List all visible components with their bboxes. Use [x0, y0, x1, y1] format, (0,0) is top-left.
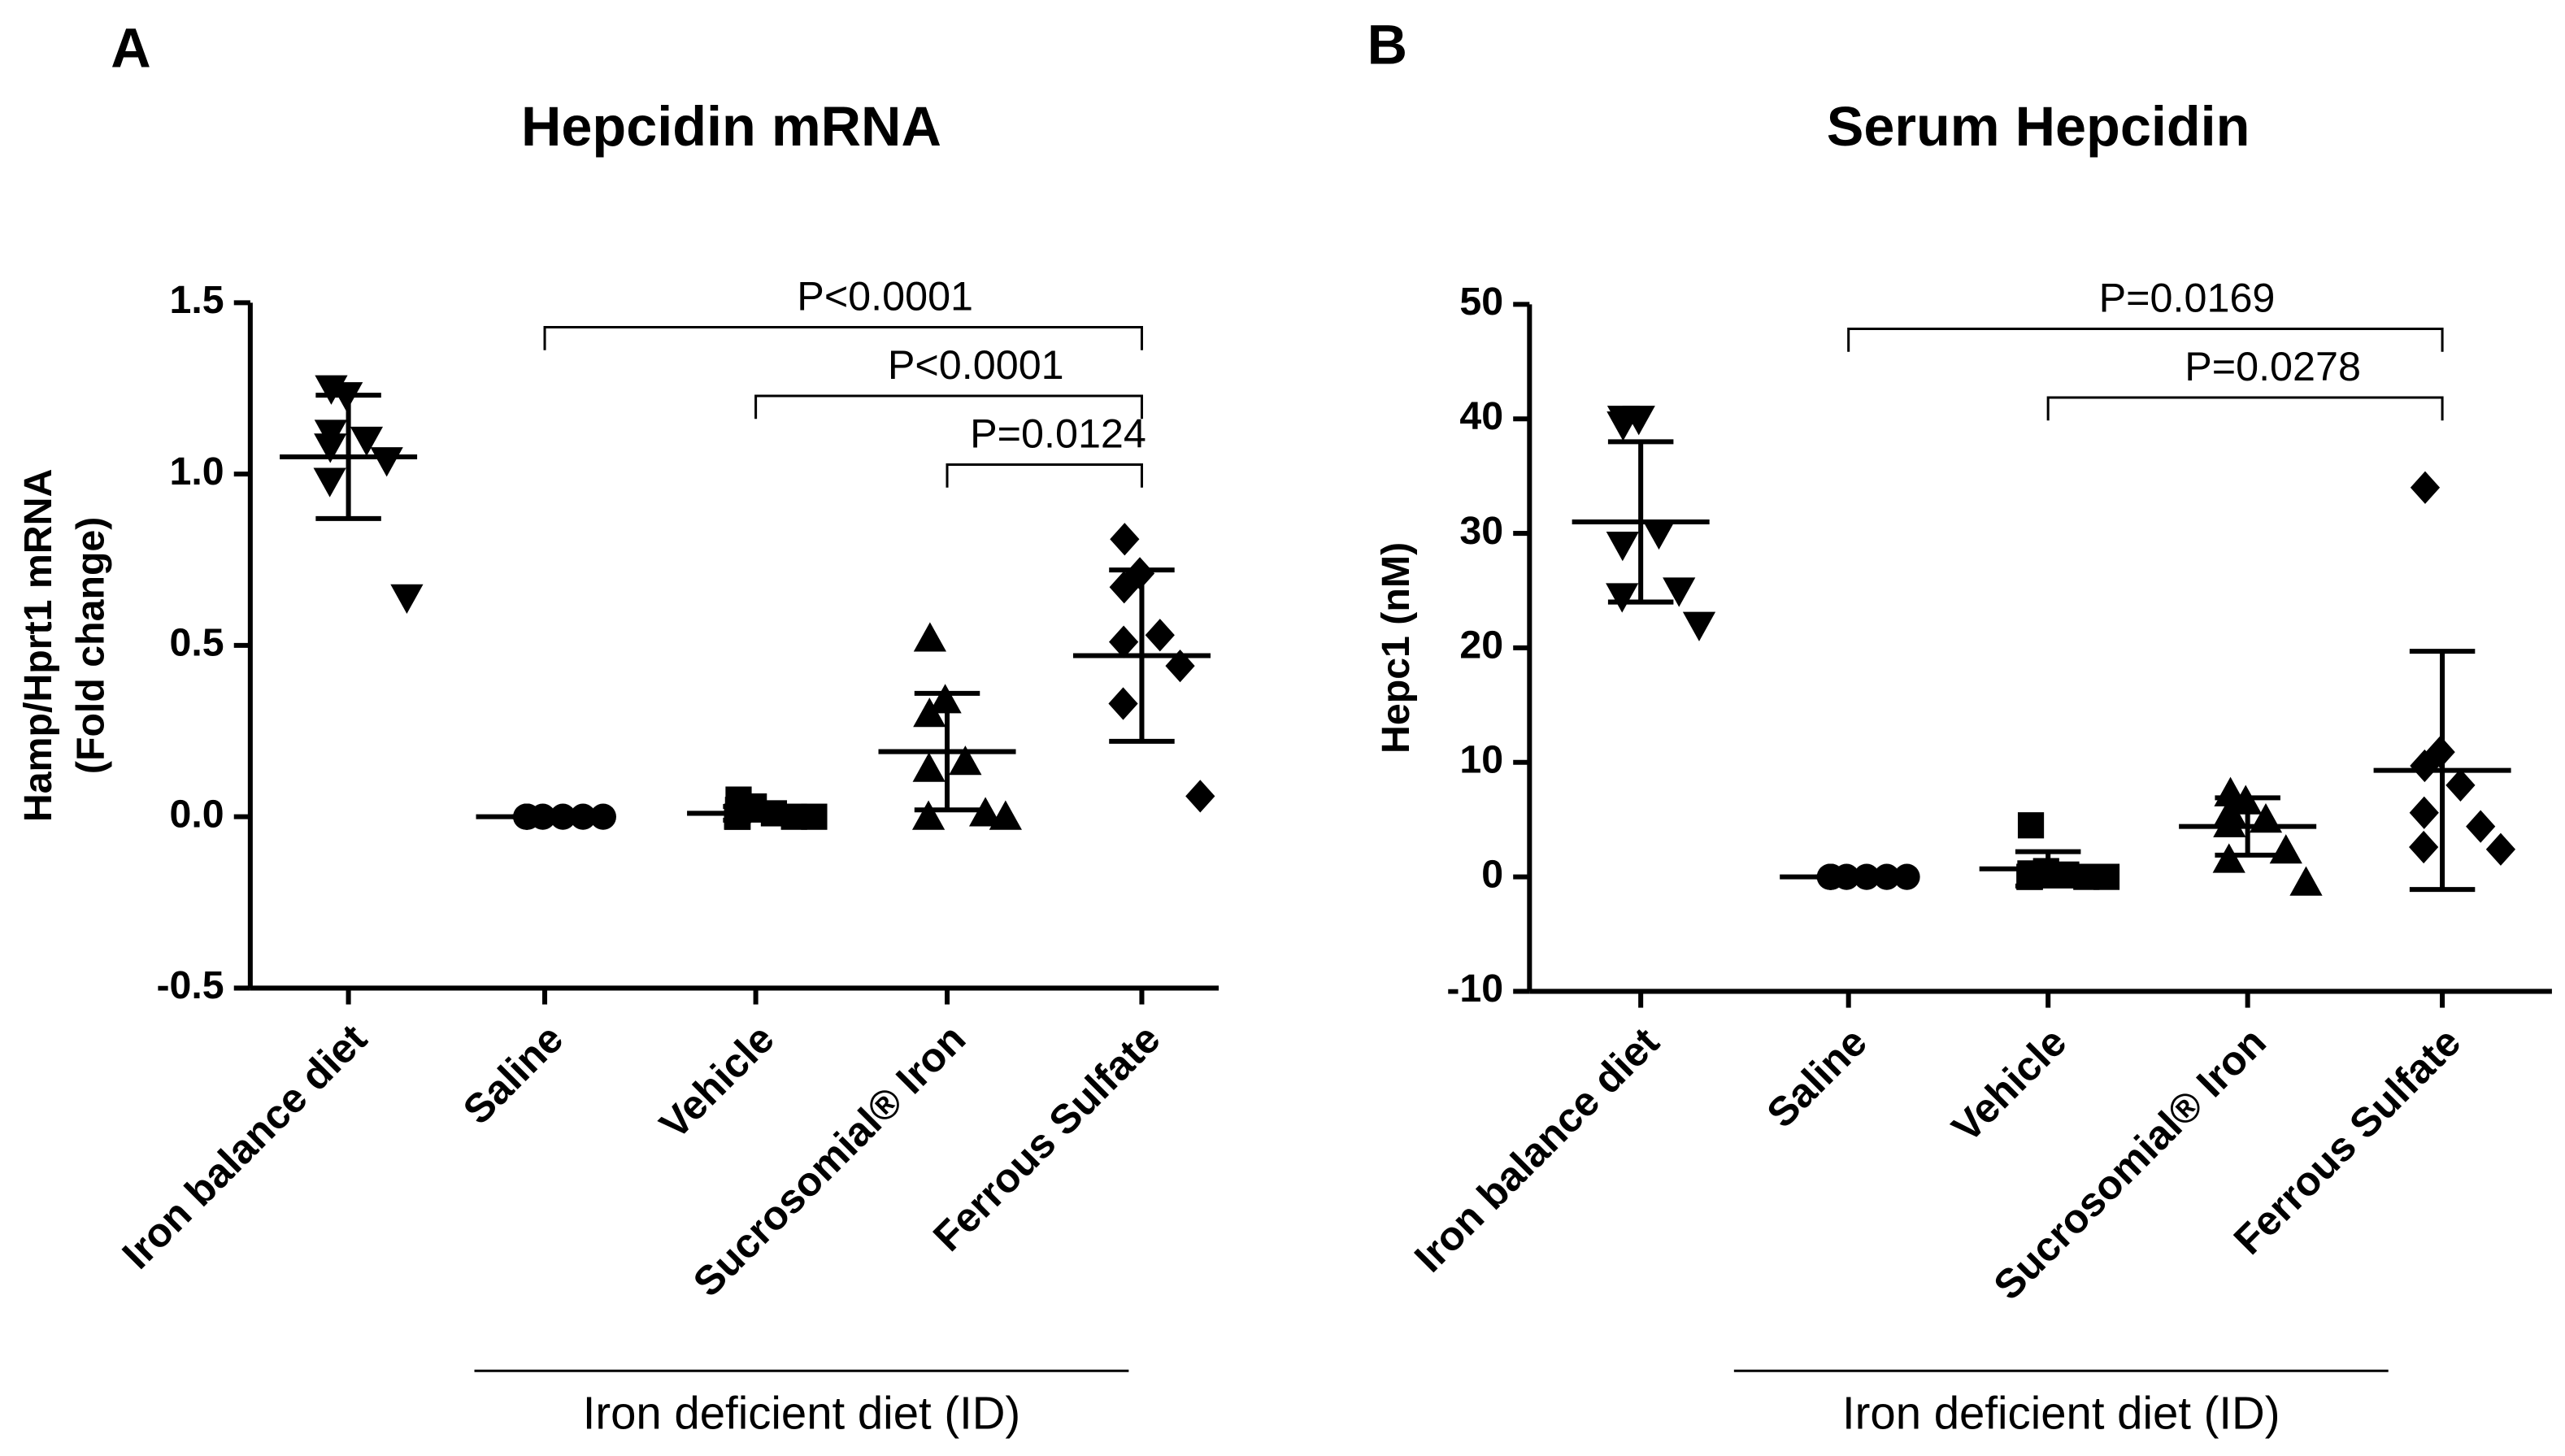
data-point — [2485, 832, 2516, 866]
y-axis-label: Hamp/Hprt1 mRNA — [16, 469, 60, 823]
error-bar — [1607, 439, 1674, 605]
data-point — [989, 800, 1022, 830]
data-point — [2445, 768, 2476, 802]
significance-bracket — [2046, 396, 2444, 421]
group-label: Iron deficient diet (ID) — [583, 1387, 1020, 1438]
error-bar — [2015, 849, 2081, 889]
data-point — [1185, 780, 1215, 813]
error-bar — [1109, 567, 1175, 744]
y-tick-label: 10 — [1459, 738, 1503, 782]
p-value: P<0.0001 — [888, 341, 1064, 388]
data-point — [350, 426, 384, 457]
data-point — [1606, 532, 1639, 562]
significance-bracket — [754, 394, 1143, 419]
x-tick-label: Iron balance diet — [1405, 1018, 1667, 1280]
data-point — [2289, 866, 2323, 896]
y-tick-label: 0.0 — [170, 792, 224, 836]
y-axis-label: (Fold change) — [68, 517, 112, 775]
p-value: P<0.0001 — [797, 273, 973, 319]
error-bar — [2409, 649, 2476, 893]
data-point — [2466, 810, 2496, 843]
y-tick-label: 1.5 — [170, 278, 224, 322]
p-value: P=0.0169 — [2099, 275, 2276, 321]
data-point — [2410, 471, 2441, 504]
chart-title: Hepcidin mRNA — [521, 96, 941, 158]
x-tick-label: Iron balance diet — [113, 1015, 376, 1277]
significance-bracket — [1847, 328, 2444, 352]
significance-bracket — [543, 326, 1143, 350]
data-point — [2410, 749, 2440, 783]
data-point — [1642, 519, 1676, 550]
error-bar — [723, 803, 789, 823]
error-bar — [2215, 795, 2280, 858]
data-point — [1145, 619, 1175, 652]
data-point — [2269, 834, 2302, 864]
data-point — [949, 745, 982, 776]
data-point — [1108, 687, 1138, 720]
chart-title: Serum Hepcidin — [1827, 96, 2250, 158]
data-point — [968, 797, 1002, 827]
data-point — [390, 584, 424, 614]
y-tick-label: 0 — [1481, 852, 1503, 896]
y-tick-label: 30 — [1459, 509, 1503, 553]
data-point — [1606, 583, 1639, 613]
significance-bracket — [946, 463, 1143, 488]
y-tick-label: -10 — [1446, 967, 1503, 1011]
x-tick-label: Saline — [454, 1015, 572, 1133]
data-point — [1109, 625, 1139, 658]
panel-label: B — [1367, 15, 1407, 76]
x-tick-label: Saline — [1758, 1019, 1876, 1137]
p-value: P=0.0278 — [2185, 343, 2361, 389]
data-point — [913, 622, 947, 652]
data-point — [313, 467, 346, 498]
group-label: Iron deficient diet (ID) — [1842, 1387, 2280, 1438]
data-point — [2017, 812, 2045, 839]
p-value: P=0.0124 — [970, 411, 1146, 457]
data-point — [2409, 830, 2439, 864]
error-bar — [315, 393, 381, 521]
y-tick-label: 1.0 — [170, 450, 224, 493]
y-tick-label: -0.5 — [156, 963, 224, 1007]
data-point — [2212, 843, 2245, 873]
y-tick-label: 0.5 — [170, 621, 224, 665]
panel-label: A — [111, 18, 150, 80]
error-bar — [914, 690, 980, 813]
data-point — [314, 433, 347, 463]
data-point — [1110, 523, 1140, 556]
data-point — [2213, 807, 2246, 837]
data-point — [1663, 577, 1696, 607]
y-tick-label: 50 — [1459, 280, 1503, 324]
y-tick-label: 40 — [1459, 394, 1503, 438]
y-tick-label: 20 — [1459, 624, 1503, 667]
x-tick-label: Vehicle — [1943, 1019, 2076, 1151]
data-point — [913, 698, 946, 728]
data-point — [2409, 796, 2439, 829]
data-point — [801, 803, 828, 830]
data-point — [911, 800, 946, 830]
data-point — [370, 447, 403, 477]
x-tick-label: Vehicle — [650, 1015, 783, 1148]
y-axis-label: Hepc1 (nM) — [1374, 542, 1418, 754]
data-point — [1606, 411, 1640, 441]
data-point — [1682, 611, 1716, 641]
data-point — [912, 752, 946, 782]
data-point — [1109, 571, 1139, 604]
